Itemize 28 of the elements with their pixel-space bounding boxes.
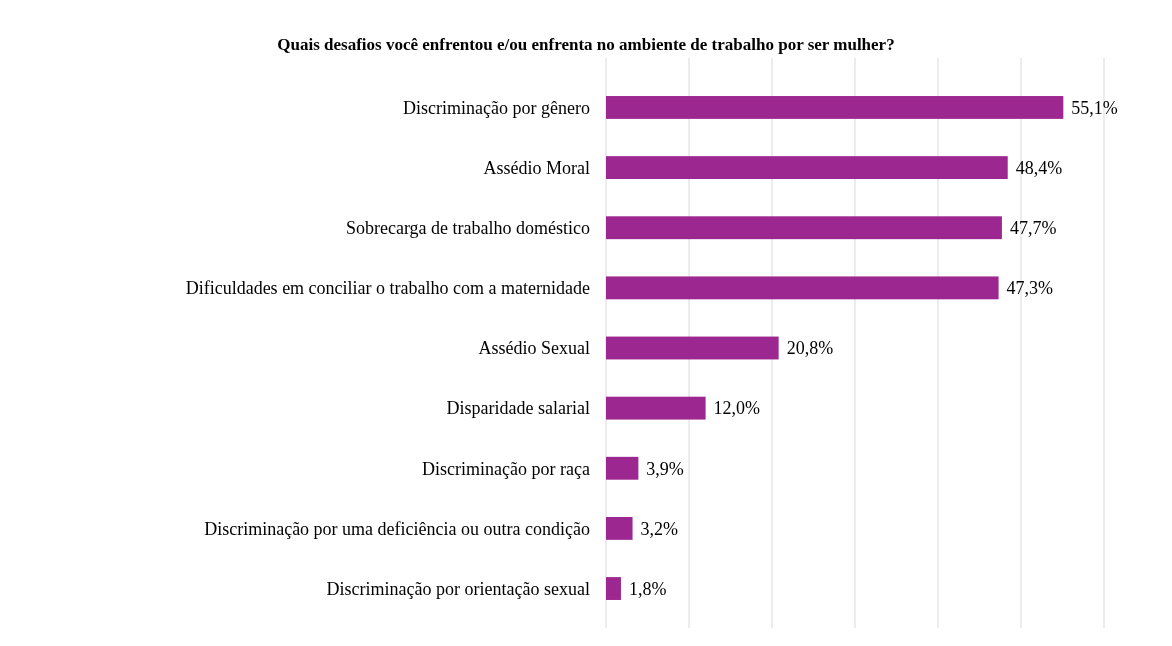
y-tick-label: Assédio Sexual: [478, 338, 590, 359]
y-tick-label: Sobrecarga de trabalho doméstico: [345, 218, 590, 239]
chart-title: Quais desafios você enfrentou e/ou enfrenta no ambiente de trabalho por ser mulher?: [277, 35, 895, 54]
data-label: 12,0%: [713, 398, 761, 419]
data-label: 47,3%: [1006, 278, 1054, 299]
bar: [606, 456, 639, 480]
y-tick-label: Discriminação por uma deficiência ou outra condição: [204, 518, 590, 539]
y-tick-label: Assédio Moral: [483, 157, 590, 178]
bar: [606, 336, 779, 360]
y-tick-label: Dificuldades em conciliar o trabalho com a maternidade: [185, 278, 590, 299]
bar: [606, 276, 999, 300]
y-tick-label: Discriminação por raça: [422, 458, 590, 479]
data-label: 1,8%: [628, 578, 667, 599]
y-tick-label: Discriminação por orientação sexual: [326, 578, 590, 599]
bar: [606, 216, 1002, 240]
bar: [606, 516, 633, 540]
bar: [606, 156, 1008, 180]
bar: [606, 96, 1064, 119]
data-label: 3,9%: [646, 458, 684, 479]
data-label: 48,4%: [1015, 157, 1063, 178]
data-label: 47,7%: [1009, 218, 1057, 239]
data-label: 3,2%: [640, 518, 679, 539]
y-tick-label: Discriminação por gênero: [403, 97, 590, 118]
data-label: 20,8%: [786, 338, 834, 359]
data-label: 55,1%: [1071, 97, 1118, 118]
bar: [606, 577, 621, 600]
bar: [606, 396, 706, 420]
y-tick-label: Disparidade salarial: [446, 398, 590, 419]
